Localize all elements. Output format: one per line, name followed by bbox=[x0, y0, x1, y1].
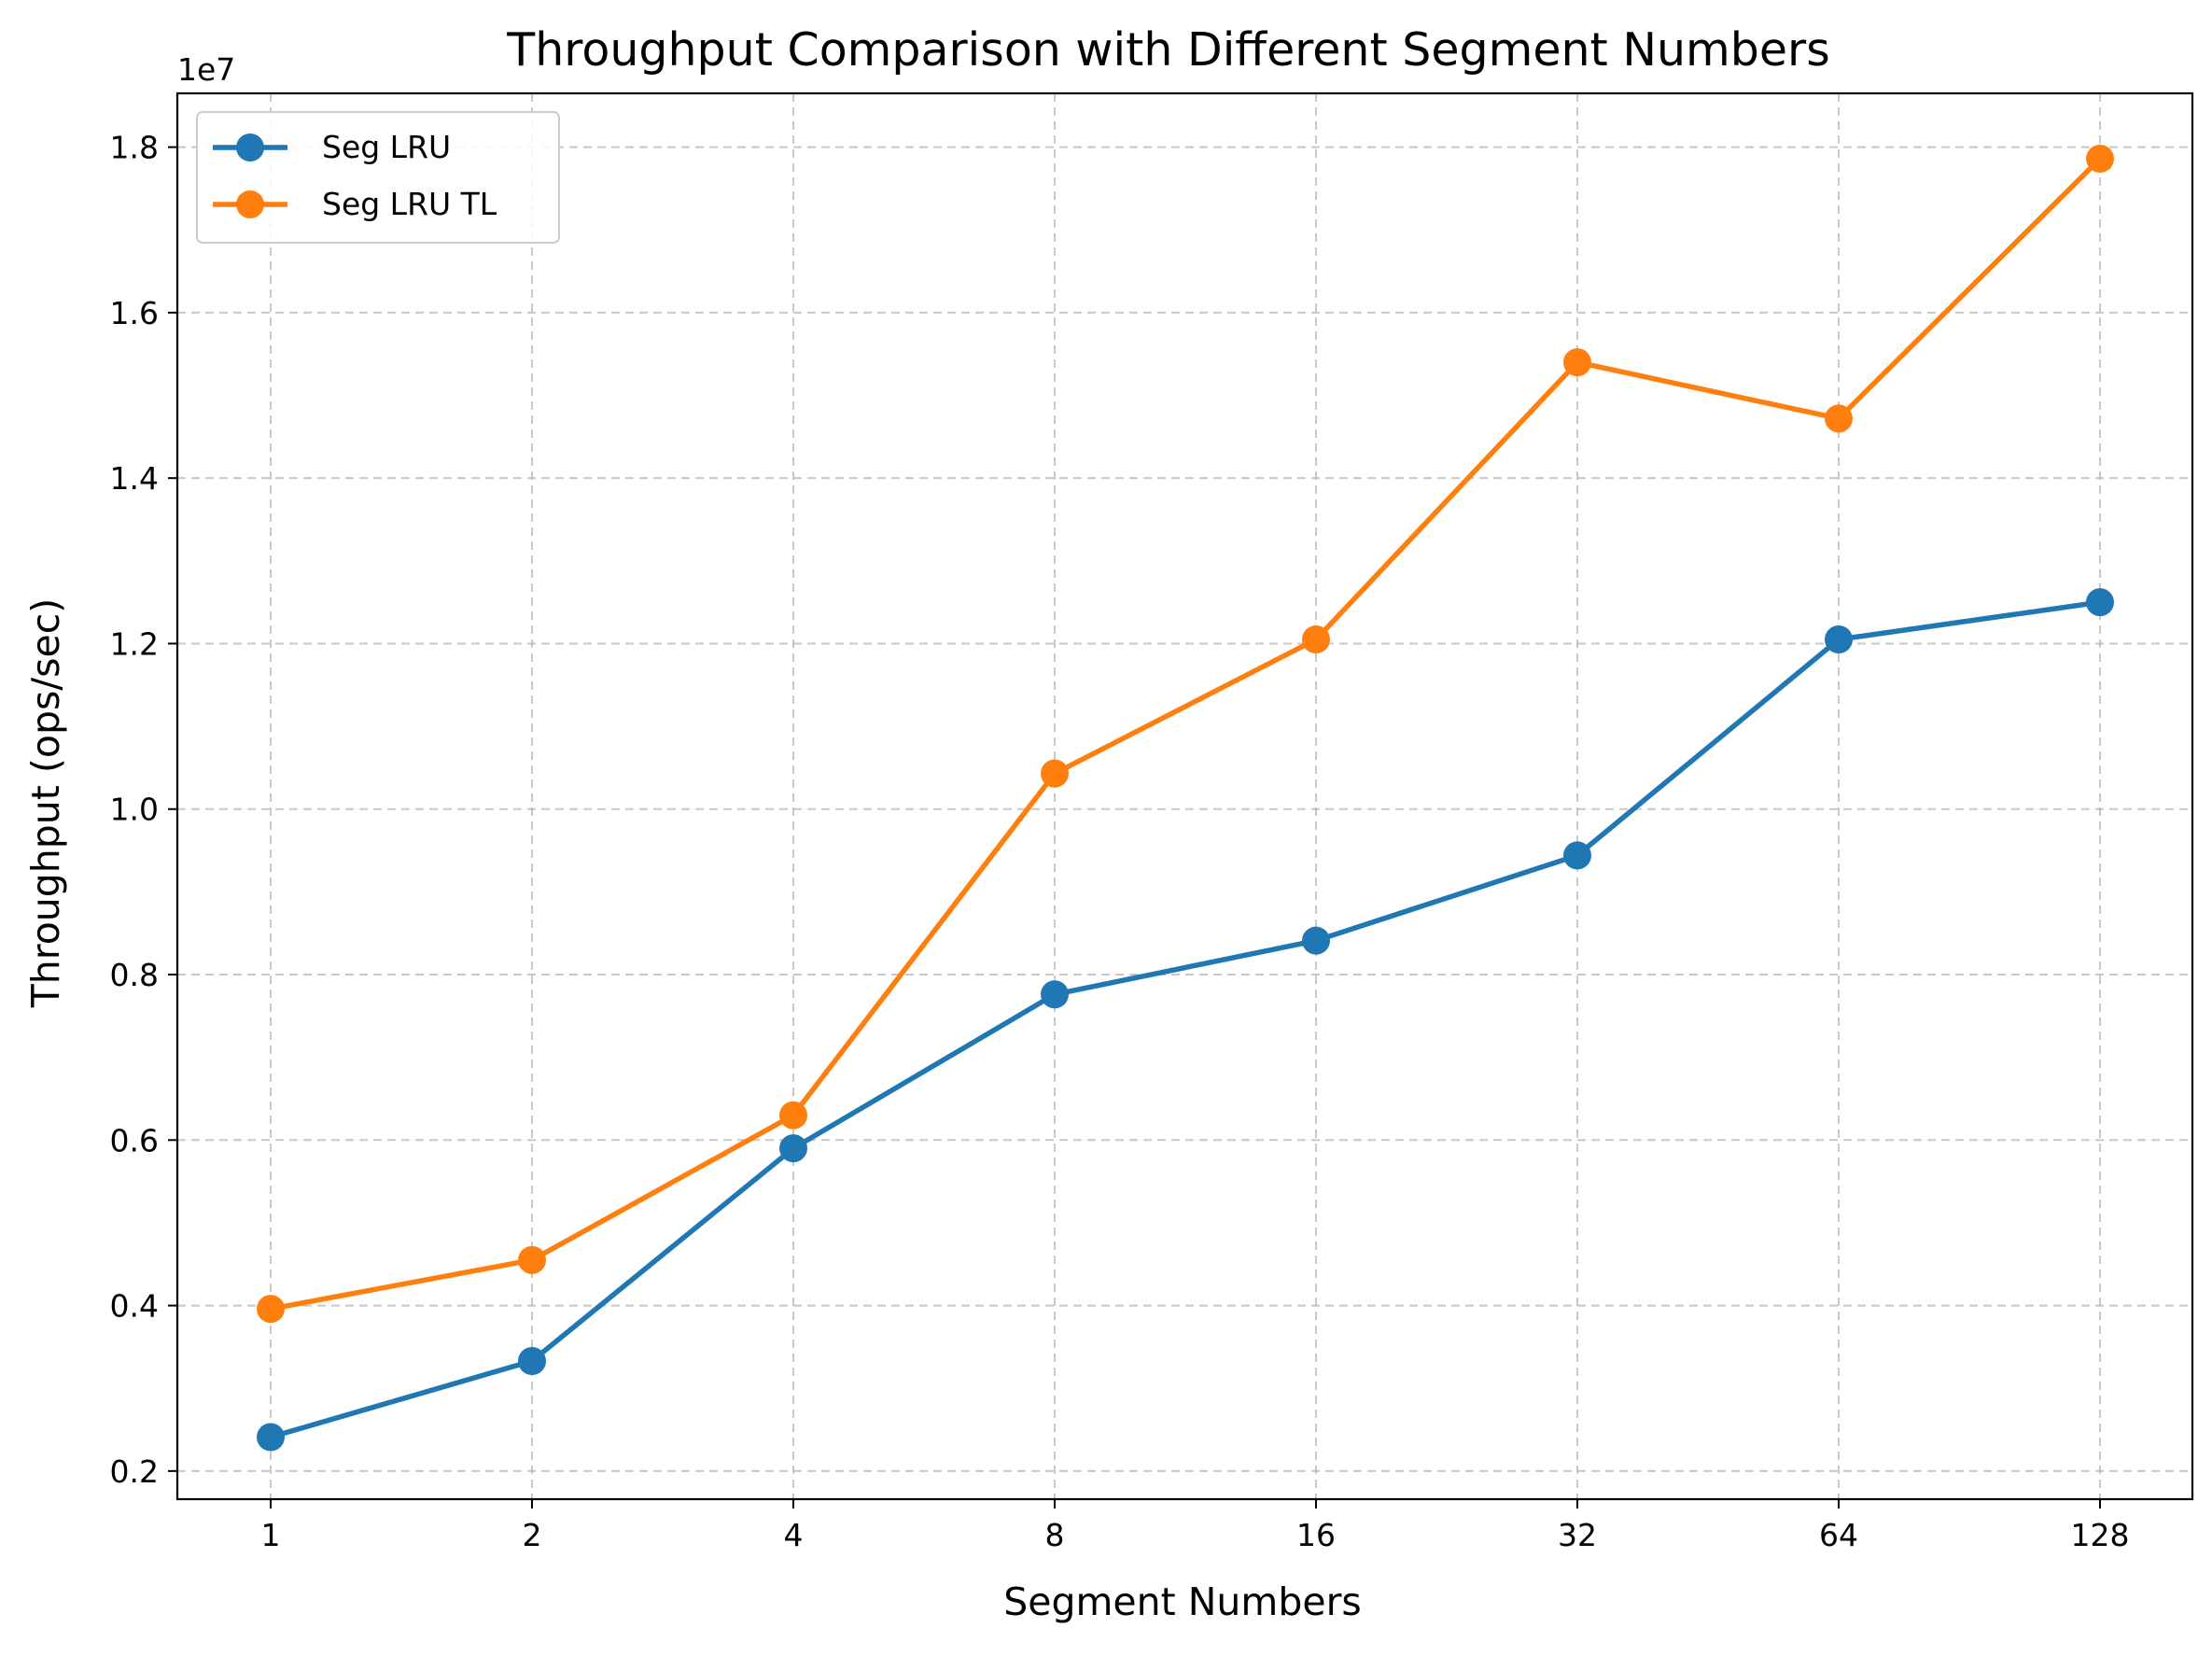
y-tick-label: 0.4 bbox=[110, 1288, 159, 1325]
x-tick-label: 16 bbox=[1296, 1517, 1336, 1553]
y-axis-offset-label: 1e7 bbox=[177, 51, 235, 88]
x-tick-label: 64 bbox=[1819, 1517, 1858, 1553]
y-tick-label: 1.0 bbox=[110, 792, 159, 828]
legend-entry-seg-lru-tl: Seg LRU TL bbox=[213, 186, 497, 222]
data-point-seg-lru-tl bbox=[1041, 759, 1069, 788]
series-seg-lru bbox=[257, 588, 2114, 1452]
y-tick-label: 1.4 bbox=[110, 460, 159, 497]
x-tick-label: 1 bbox=[261, 1517, 281, 1553]
series-lines bbox=[257, 145, 2114, 1452]
data-point-seg-lru bbox=[1825, 625, 1853, 654]
y-tick-label: 1.8 bbox=[110, 130, 159, 166]
legend-label-seg-lru-tl: Seg LRU TL bbox=[322, 186, 497, 222]
data-point-seg-lru-tl bbox=[2086, 145, 2114, 174]
series-line-seg-lru bbox=[268, 599, 2103, 1440]
chart-title: Throughput Comparison with Different Seg… bbox=[506, 23, 1829, 77]
data-point-seg-lru-tl bbox=[1563, 348, 1591, 377]
y-axis-label: Throughput (ops/sec) bbox=[23, 598, 68, 1009]
data-point-seg-lru bbox=[2086, 588, 2114, 617]
data-point-seg-lru bbox=[1563, 841, 1591, 870]
legend: Seg LRU Seg LRU TL bbox=[196, 111, 560, 244]
x-axis: 1 2 4 8 16 32 64 128 bbox=[261, 1499, 2130, 1553]
series-line-seg-lru-tl bbox=[268, 156, 2103, 1312]
y-tick-label: 1.2 bbox=[110, 625, 159, 662]
y-axis: 0.2 0.4 0.6 0.8 1.0 1.2 1.4 1.6 1.8 bbox=[110, 130, 177, 1490]
legend-label-seg-lru: Seg LRU bbox=[322, 129, 451, 165]
grid-lines bbox=[177, 93, 2192, 1499]
data-point-seg-lru bbox=[1302, 926, 1330, 955]
legend-marker-seg-lru-tl bbox=[236, 190, 264, 218]
x-tick-label: 32 bbox=[1558, 1517, 1597, 1553]
data-point-seg-lru bbox=[518, 1346, 546, 1375]
legend-marker-seg-lru bbox=[236, 133, 264, 161]
legend-box bbox=[196, 111, 560, 244]
data-point-seg-lru-tl bbox=[257, 1295, 285, 1324]
x-tick-label: 128 bbox=[2071, 1517, 2130, 1553]
data-point-seg-lru-tl bbox=[779, 1101, 807, 1130]
y-tick-label: 0.8 bbox=[110, 957, 159, 993]
data-point-seg-lru-tl bbox=[1825, 404, 1853, 433]
x-axis-label: Segment Numbers bbox=[1003, 1579, 1362, 1624]
x-tick-label: 2 bbox=[523, 1517, 542, 1553]
y-tick-label: 0.6 bbox=[110, 1122, 159, 1158]
x-tick-label: 4 bbox=[784, 1517, 804, 1553]
y-tick-label: 0.2 bbox=[110, 1453, 159, 1490]
data-point-seg-lru-tl bbox=[1302, 625, 1330, 654]
plot-frame bbox=[175, 91, 2194, 1501]
x-tick-label: 8 bbox=[1045, 1517, 1065, 1553]
data-point-seg-lru bbox=[1041, 980, 1069, 1009]
y-tick-label: 1.6 bbox=[110, 295, 159, 331]
legend-entry-seg-lru: Seg LRU bbox=[213, 129, 451, 165]
data-point-seg-lru-tl bbox=[518, 1245, 546, 1274]
data-point-seg-lru bbox=[779, 1134, 807, 1163]
series-seg-lru-tl bbox=[257, 145, 2114, 1324]
data-point-seg-lru bbox=[257, 1423, 285, 1452]
